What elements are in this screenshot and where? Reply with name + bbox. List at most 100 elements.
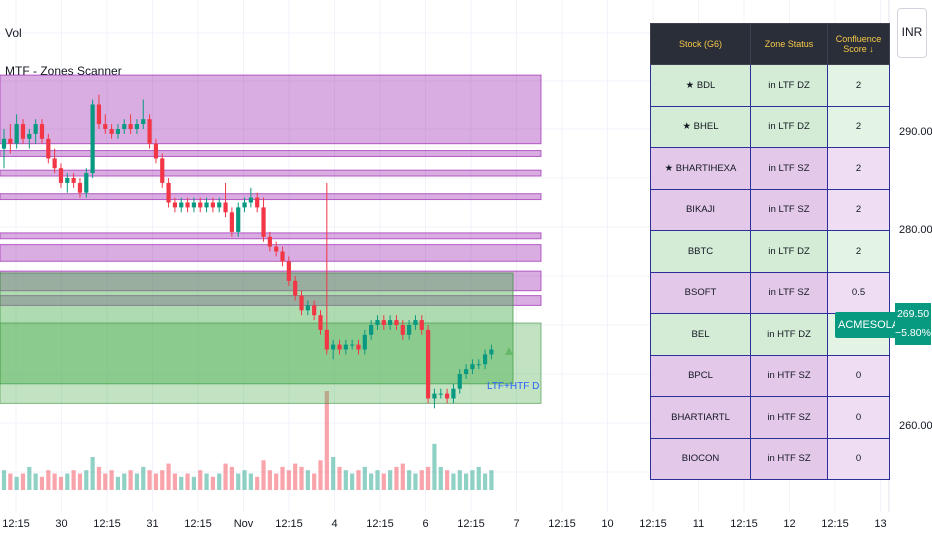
volume-bar — [58, 476, 64, 490]
candle-body — [204, 202, 209, 208]
candle-body — [445, 393, 450, 399]
volume-bar — [210, 476, 215, 490]
supply-zone — [0, 193, 542, 201]
last-price-value: 269.50 — [896, 308, 930, 320]
supply-zone — [0, 74, 542, 145]
score-cell: 2 — [827, 230, 890, 273]
candle-body — [248, 197, 253, 203]
volume-bar — [274, 473, 279, 490]
header-stock: Stock (G6) — [650, 23, 751, 65]
volume-bar — [65, 473, 70, 490]
price-axis[interactable]: 290.00 280.00 260.00 — [899, 126, 932, 432]
volume-bar — [350, 473, 355, 490]
candle-body — [267, 236, 272, 247]
volume-bar — [179, 476, 184, 490]
candle-body — [362, 334, 367, 350]
candle-body — [274, 246, 279, 252]
candle-body — [96, 104, 102, 125]
volume-bar — [489, 470, 494, 490]
status-cell: in LTF SZ — [750, 147, 828, 190]
table-row: BBTC in LTF DZ 2 — [650, 230, 890, 273]
time-tick-label: 13 — [874, 518, 886, 530]
time-tick-label: 7 — [513, 518, 519, 530]
candle-body — [84, 173, 89, 193]
volume-bar — [312, 473, 317, 490]
candle-body — [407, 325, 412, 335]
candle-body — [457, 374, 462, 389]
score-cell: 2 — [827, 64, 890, 107]
candle-body — [20, 124, 26, 139]
stock-cell: ★ BHEL — [650, 105, 751, 148]
volume-bar — [160, 470, 165, 490]
candle-body — [286, 261, 291, 281]
currency-button[interactable]: INR — [897, 8, 927, 58]
score-cell: 2 — [827, 147, 890, 190]
stock-cell: ★ BHARTIHEXA — [650, 147, 751, 190]
candle-body — [8, 138, 13, 144]
candle-body — [27, 133, 32, 139]
volume-bar — [1, 470, 7, 490]
time-tick-label: 12:15 — [366, 518, 394, 530]
volume-bar — [388, 470, 393, 490]
candle-body — [134, 124, 140, 129]
volume-bar — [337, 466, 342, 490]
candle-body — [179, 202, 184, 208]
volume-bar — [369, 473, 374, 490]
score-cell: 2 — [827, 105, 890, 148]
volume-bar — [96, 466, 102, 490]
volume-bar — [419, 470, 424, 490]
candle-body — [128, 124, 133, 129]
table-row: ★ BHEL in LTF DZ 2 — [650, 105, 890, 148]
candle-body — [470, 364, 475, 370]
time-tick-label: 12:15 — [184, 518, 212, 530]
volume-bar — [413, 473, 418, 490]
candle-body — [160, 158, 165, 183]
table-row: ★ BDL in LTF DZ 2 — [650, 64, 890, 107]
candle-body — [312, 305, 317, 316]
candle-body — [198, 202, 203, 208]
volume-bar — [267, 470, 272, 490]
time-axis[interactable]: 12:15 30 12:15 31 12:15 Nov 12:15 4 12:15 6 12:15 7… — [2, 518, 886, 530]
time-tick-label: 12:15 — [2, 518, 30, 530]
time-tick-label: 12:15 — [275, 518, 303, 530]
volume-bar — [46, 470, 51, 490]
volume-bar — [375, 470, 380, 490]
time-tick-label: 12:15 — [457, 518, 485, 530]
volume-bar — [147, 470, 152, 490]
last-price-tag: 269.50 −5.80% — [895, 303, 931, 345]
time-tick-label: 12:15 — [93, 518, 121, 530]
supply-zone — [0, 295, 542, 306]
volume-bar — [52, 473, 57, 490]
volume-bar — [122, 473, 127, 490]
candle-body — [71, 178, 76, 183]
candle-body — [147, 119, 152, 144]
status-cell: in LTF DZ — [750, 64, 828, 107]
candle-body — [400, 325, 405, 335]
candle-body — [229, 212, 234, 232]
candle-body — [77, 182, 83, 193]
supply-zone — [0, 244, 542, 262]
candle-body — [432, 393, 437, 399]
volume-bar — [84, 470, 89, 490]
candle-body — [90, 104, 95, 174]
volume-bar — [134, 473, 140, 490]
volume-bar — [27, 466, 32, 490]
volume-bar — [331, 457, 336, 490]
indicator-legend[interactable]: MTF - Zones Scanner — [5, 64, 122, 78]
candle-body — [255, 197, 260, 208]
volume-legend[interactable]: Vol — [5, 26, 22, 40]
candle-body — [388, 320, 393, 325]
table-row: BIOCON in HTF SZ 0 — [650, 437, 890, 480]
volume-bar — [451, 473, 456, 490]
zones-layer — [0, 74, 542, 404]
volume-bar — [432, 443, 437, 490]
status-cell: in LTF SZ — [750, 188, 828, 231]
candle-body — [369, 325, 374, 335]
score-cell: 0.5 — [827, 271, 890, 314]
candle-body — [52, 158, 57, 169]
volume-bar — [14, 476, 19, 490]
demand-zone — [0, 322, 542, 404]
score-cell: 0 — [827, 354, 890, 397]
